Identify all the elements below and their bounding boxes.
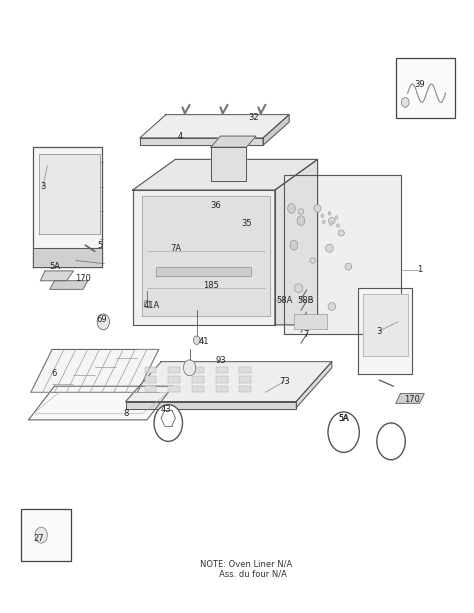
- Text: 4: 4: [177, 132, 183, 140]
- Circle shape: [401, 97, 409, 107]
- Bar: [294, 314, 327, 329]
- Polygon shape: [284, 175, 401, 334]
- Polygon shape: [133, 159, 318, 190]
- Bar: [145, 386, 156, 392]
- Polygon shape: [296, 362, 332, 408]
- Text: 73: 73: [279, 377, 290, 386]
- Polygon shape: [211, 136, 256, 147]
- Circle shape: [154, 405, 182, 441]
- Ellipse shape: [294, 284, 303, 292]
- Text: 8: 8: [123, 409, 128, 418]
- Circle shape: [144, 300, 150, 308]
- Circle shape: [193, 336, 200, 345]
- Text: 5A: 5A: [49, 262, 60, 271]
- Polygon shape: [140, 138, 263, 145]
- Circle shape: [297, 216, 305, 226]
- Polygon shape: [211, 147, 246, 181]
- Ellipse shape: [314, 205, 321, 212]
- Text: 93: 93: [215, 356, 226, 365]
- Text: 3: 3: [376, 327, 382, 335]
- Polygon shape: [39, 154, 100, 234]
- Text: 3: 3: [40, 183, 46, 191]
- Circle shape: [328, 412, 359, 452]
- Text: 5: 5: [97, 241, 102, 249]
- Bar: [168, 367, 180, 373]
- Bar: [396, 58, 455, 118]
- Circle shape: [183, 360, 196, 376]
- Ellipse shape: [328, 302, 336, 310]
- Text: 5A: 5A: [338, 414, 349, 422]
- Text: 170: 170: [75, 275, 91, 283]
- Bar: [216, 367, 228, 373]
- Bar: [239, 367, 251, 373]
- Text: 58B: 58B: [298, 296, 314, 305]
- Ellipse shape: [308, 298, 313, 303]
- Text: 39: 39: [414, 80, 425, 89]
- Text: 32: 32: [248, 113, 259, 122]
- Text: 35: 35: [241, 219, 252, 228]
- Polygon shape: [33, 147, 102, 267]
- Text: 27: 27: [34, 534, 44, 543]
- Polygon shape: [31, 349, 159, 392]
- Polygon shape: [50, 281, 88, 289]
- Ellipse shape: [326, 244, 333, 253]
- Bar: [239, 376, 251, 383]
- Text: 41A: 41A: [144, 301, 160, 310]
- Polygon shape: [275, 159, 318, 325]
- Polygon shape: [40, 271, 73, 281]
- Text: 43: 43: [161, 405, 171, 414]
- Text: 5A: 5A: [338, 414, 349, 423]
- Polygon shape: [126, 402, 296, 409]
- Circle shape: [288, 204, 295, 213]
- Polygon shape: [142, 196, 270, 316]
- Text: NOTE: Oven Liner N/A
     Ass. du four N/A: NOTE: Oven Liner N/A Ass. du four N/A: [201, 559, 292, 579]
- Bar: [192, 386, 204, 392]
- Text: 170: 170: [404, 395, 420, 404]
- Polygon shape: [363, 294, 408, 356]
- Text: 1: 1: [417, 265, 422, 274]
- Text: 6: 6: [52, 370, 57, 378]
- Polygon shape: [126, 362, 332, 402]
- Circle shape: [321, 214, 324, 218]
- Ellipse shape: [345, 264, 352, 270]
- Text: 58A: 58A: [276, 296, 292, 305]
- Text: 7: 7: [303, 330, 309, 338]
- Bar: [145, 367, 156, 373]
- Polygon shape: [358, 288, 412, 374]
- Circle shape: [329, 222, 332, 226]
- Bar: [21, 509, 71, 561]
- Circle shape: [328, 211, 331, 215]
- Polygon shape: [263, 115, 289, 145]
- Circle shape: [35, 527, 47, 543]
- Polygon shape: [133, 190, 275, 325]
- Polygon shape: [396, 394, 424, 403]
- Polygon shape: [140, 115, 289, 138]
- Ellipse shape: [298, 208, 304, 215]
- Bar: [239, 386, 251, 392]
- Bar: [192, 367, 204, 373]
- Text: 185: 185: [203, 281, 219, 290]
- Bar: [216, 386, 228, 392]
- Circle shape: [322, 220, 325, 224]
- Text: 41: 41: [199, 337, 209, 346]
- Bar: [168, 376, 180, 383]
- Bar: [216, 376, 228, 383]
- Text: 69: 69: [97, 316, 107, 324]
- Bar: [145, 376, 156, 383]
- Polygon shape: [33, 248, 102, 267]
- Ellipse shape: [328, 217, 335, 224]
- Circle shape: [97, 314, 109, 330]
- Ellipse shape: [338, 230, 344, 236]
- Circle shape: [377, 423, 405, 460]
- Bar: [168, 386, 180, 392]
- Bar: [192, 376, 204, 383]
- Polygon shape: [28, 386, 173, 420]
- Polygon shape: [156, 267, 251, 276]
- Circle shape: [337, 224, 339, 227]
- Ellipse shape: [310, 257, 316, 264]
- Circle shape: [335, 216, 338, 219]
- Circle shape: [290, 240, 298, 250]
- Text: 7A: 7A: [170, 244, 181, 253]
- Text: 36: 36: [210, 201, 221, 210]
